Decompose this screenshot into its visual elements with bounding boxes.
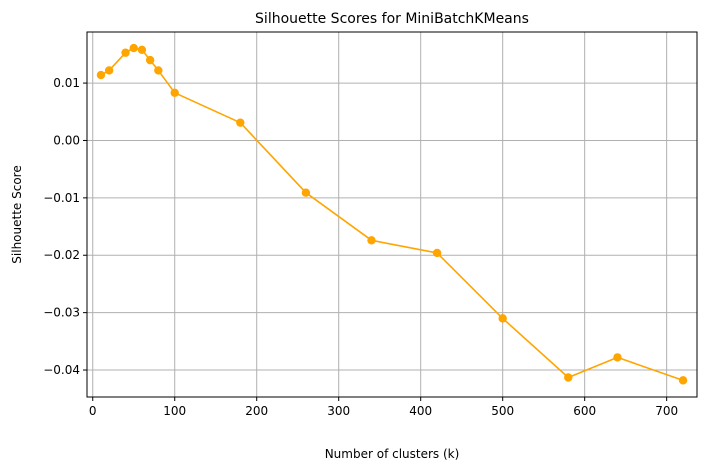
y-tick-label: 0.01: [53, 76, 80, 90]
data-point: [564, 373, 573, 382]
data-point: [154, 66, 163, 75]
x-tick-label: 100: [163, 404, 186, 418]
x-axis-label: Number of clusters (k): [325, 447, 460, 461]
series-line: [100, 47, 684, 382]
x-axis-ticks: 0 100 200 300 400 500 600 700: [89, 397, 678, 418]
data-point: [129, 43, 138, 53]
data-point: [498, 314, 507, 323]
y-tick-label: −0.01: [43, 191, 80, 205]
data-point: [96, 70, 106, 80]
chart-title: Silhouette Scores for MiniBatchKMeans: [255, 11, 529, 27]
y-axis-ticks: 0.01 0.00 −0.01 −0.02 −0.03 −0.04: [43, 76, 87, 377]
x-tick-label: 300: [327, 404, 350, 418]
data-point: [121, 48, 130, 57]
data-point: [104, 66, 114, 75]
plot-frame: [86, 31, 698, 398]
data-point: [236, 118, 245, 127]
data-point: [432, 248, 442, 258]
data-point: [367, 236, 376, 245]
data-point: [170, 88, 179, 98]
grid-lines: [87, 32, 697, 397]
y-tick-label: −0.04: [43, 363, 80, 377]
data-point: [301, 188, 311, 197]
x-tick-label: 500: [491, 404, 514, 418]
data-point: [137, 45, 147, 54]
x-tick-label: 200: [245, 404, 268, 418]
x-tick-label: 0: [89, 404, 97, 418]
y-axis-label: Silhouette Score: [10, 165, 24, 263]
y-tick-label: −0.02: [43, 248, 80, 262]
x-tick-label: 700: [655, 404, 678, 418]
data-point: [145, 55, 155, 65]
data-series: [96, 43, 688, 385]
data-point: [613, 353, 622, 362]
x-tick-label: 400: [409, 404, 432, 418]
y-tick-label: −0.03: [43, 306, 80, 320]
x-tick-label: 600: [573, 404, 596, 418]
y-tick-label: 0.00: [53, 133, 80, 147]
data-point: [678, 376, 688, 385]
